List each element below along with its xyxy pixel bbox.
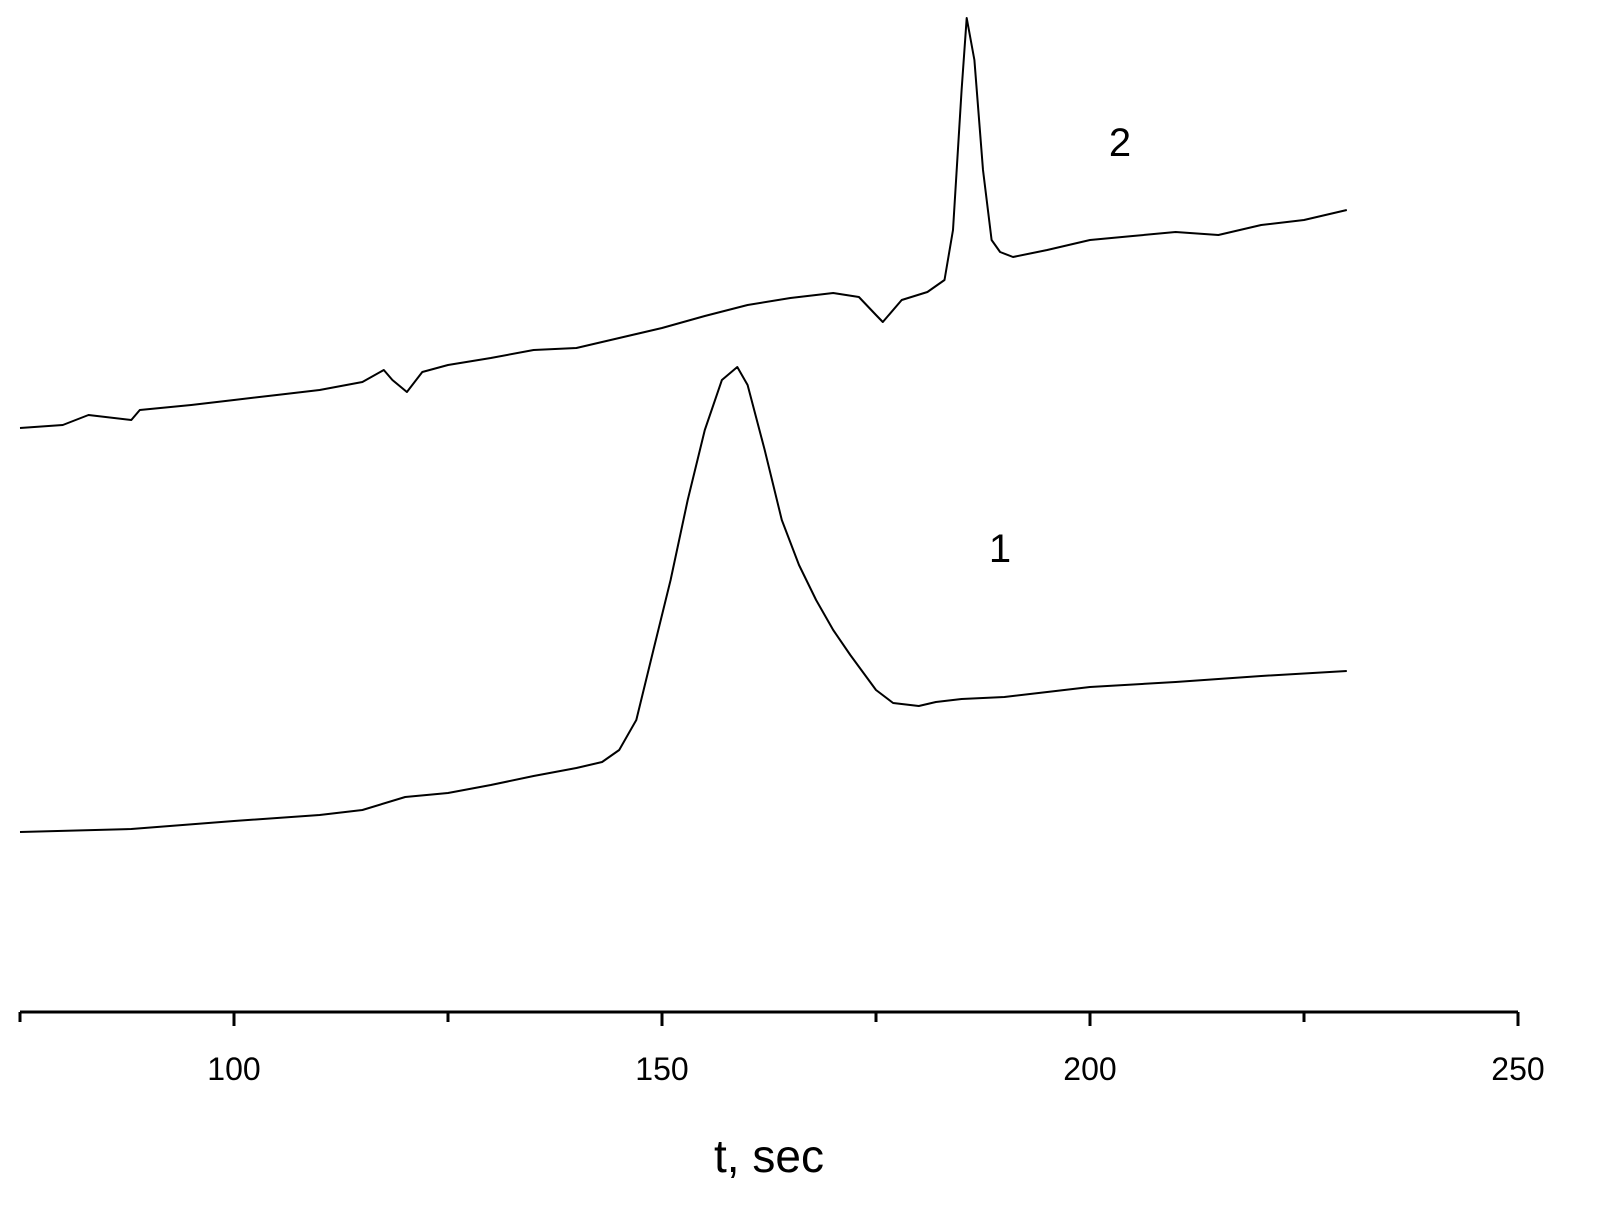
x-tick-label: 100	[207, 1051, 260, 1087]
x-tick-label: 200	[1063, 1051, 1116, 1087]
series-label: 1	[989, 527, 1011, 571]
series-label: 2	[1109, 121, 1131, 165]
x-tick-label: 250	[1491, 1051, 1544, 1087]
x-tick-label: 150	[635, 1051, 688, 1087]
series-line	[19, 366, 1347, 833]
series-line	[19, 17, 1348, 429]
x-axis-label: t, sec	[714, 1130, 824, 1182]
